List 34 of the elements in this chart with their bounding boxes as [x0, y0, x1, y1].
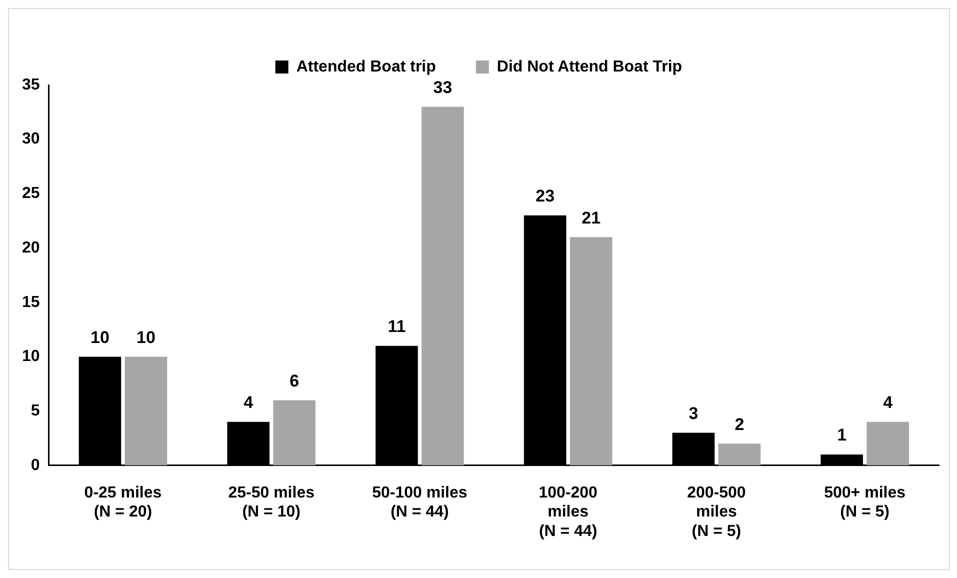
data-label: 6: [290, 371, 300, 390]
y-tick-label: 35: [22, 76, 40, 94]
data-label: 21: [582, 208, 601, 228]
x-tick-label: 500+ miles (N = 5): [824, 484, 906, 521]
data-label: 11: [388, 317, 406, 336]
data-label: 4: [883, 393, 894, 412]
data-label: 3: [688, 404, 698, 423]
x-tick-label: 200-500 miles (N = 5): [687, 484, 746, 540]
y-tick-label: 20: [22, 239, 40, 256]
y-tick-label: 30: [22, 130, 40, 148]
y-tick-label: 15: [22, 294, 40, 311]
data-label: 4: [244, 393, 254, 412]
bar: [124, 356, 168, 466]
data-label: 10: [136, 328, 156, 347]
y-tick-label: 0: [30, 456, 40, 474]
y-tick-label: 25: [22, 185, 40, 202]
x-tick-label: 0-25 miles (N = 20): [84, 484, 162, 521]
data-label: 1: [837, 426, 847, 445]
data-label: 23: [536, 186, 555, 206]
data-label: 10: [90, 328, 110, 347]
x-tick-label: 25-50 miles (N = 10): [228, 484, 315, 521]
bar: [273, 400, 316, 466]
x-tick-label: 50-100 miles (N = 44): [372, 484, 468, 521]
bar: [866, 422, 909, 466]
bar: [570, 237, 612, 466]
data-label: 33: [433, 78, 452, 97]
bar: [422, 106, 464, 466]
y-tick-label: 10: [22, 348, 40, 366]
data-label: 2: [734, 414, 744, 434]
y-tick-label: 5: [30, 402, 40, 420]
legend-label: Attended Boat trip: [296, 58, 436, 76]
bar: [718, 444, 761, 466]
legend-label: Did Not Attend Boat Trip: [496, 58, 682, 76]
x-tick-label: 100-200 miles (N = 44): [538, 484, 598, 540]
